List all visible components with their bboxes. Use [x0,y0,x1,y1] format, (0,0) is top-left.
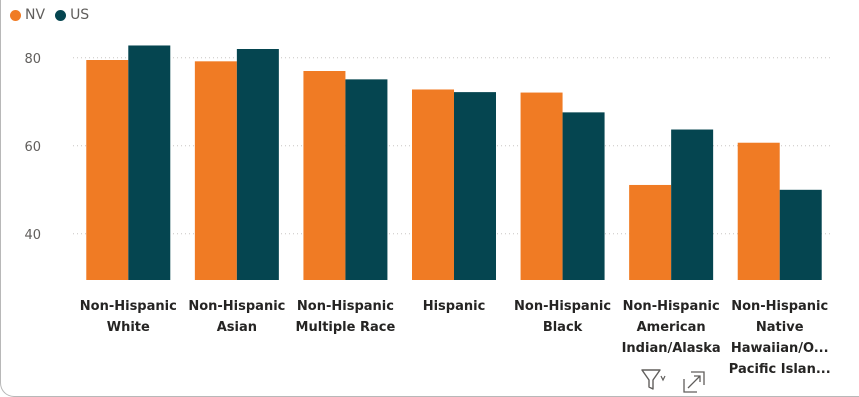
bar-nv-5[interactable] [629,184,672,280]
legend-label-us: US [70,7,90,23]
bar-nv-6[interactable] [737,142,780,280]
focus-mode-icon[interactable] [683,371,705,393]
bar-us-3[interactable] [454,92,496,281]
y-tick-label: 60 [24,140,41,155]
bar-nv-2[interactable] [303,71,346,280]
legend: NV US [10,7,89,23]
bar-us-6[interactable] [779,189,822,280]
x-category-label: Hispanic [423,299,486,314]
bar-nv-0[interactable] [86,60,129,280]
x-category-label: Non-Hispanic Native Hawaiian/O... Pacific I… [729,299,831,377]
x-category-label: Non-Hispanic American Indian/Alaska [622,299,721,356]
x-category-label: Non-Hispanic Asian [188,299,285,335]
bar-us-0[interactable] [128,45,171,281]
bar-nv-1[interactable] [194,61,237,280]
legend-marker-us [55,9,67,21]
legend-label-nv: NV [25,7,46,23]
legend-marker-nv [10,9,21,21]
y-tick-label: 40 [24,228,41,243]
bar-us-5[interactable] [671,129,714,280]
legend-item-nv[interactable]: NV [10,7,45,23]
x-category-label: Non-Hispanic Multiple Race [296,299,396,335]
x-category-label: Non-Hispanic Black [514,299,611,335]
bar-us-2[interactable] [345,79,388,280]
bar-us-4[interactable] [562,112,605,280]
bar-nv-3[interactable] [412,89,454,280]
filter-icon[interactable] [641,368,667,392]
y-tick-label: 80 [24,52,41,67]
x-category-label: Non-Hispanic White [80,299,177,335]
legend-item-us[interactable]: US [55,7,89,23]
bar-us-1[interactable] [236,49,279,280]
bar-nv-4[interactable] [520,92,563,280]
